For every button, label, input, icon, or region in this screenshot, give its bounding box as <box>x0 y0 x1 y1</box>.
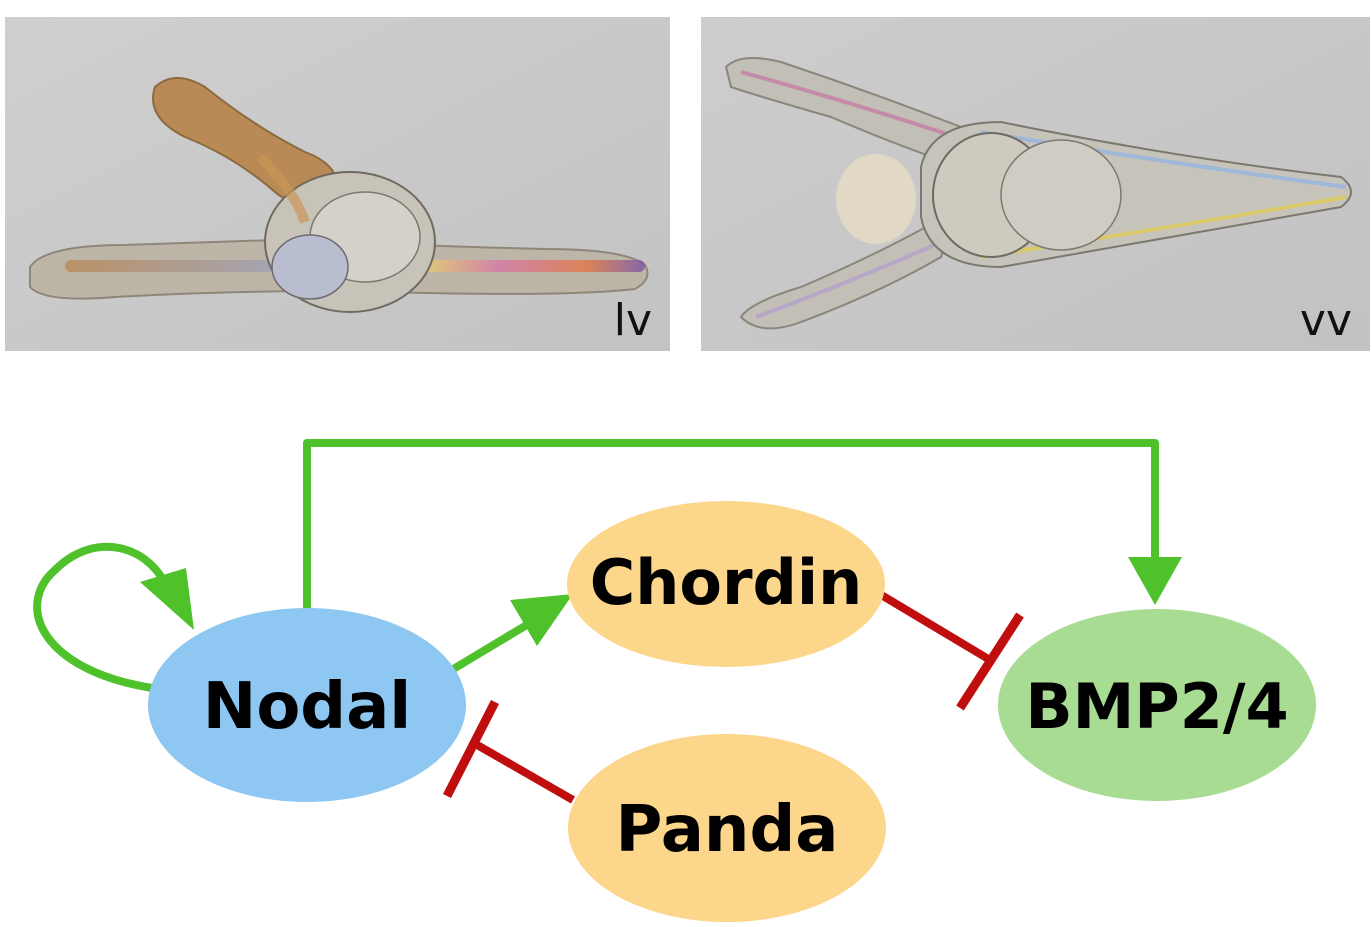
nodal-to-chordin-arrow <box>451 594 573 672</box>
chordin-label: Chordin <box>590 546 863 619</box>
bmp-label: BMP2/4 <box>1025 670 1288 743</box>
panda-node: Panda <box>568 734 886 922</box>
nodal-label: Nodal <box>203 670 411 744</box>
panda-inhibits-nodal <box>442 699 575 804</box>
chordin-inhibits-bmp <box>875 589 1024 711</box>
panda-label: Panda <box>616 793 839 867</box>
lateral-view-micrograph: lv <box>5 17 670 351</box>
nodal-to-bmp-arrow <box>303 439 1182 612</box>
larva-ventral-illustration <box>701 17 1370 351</box>
lateral-view-label: lv <box>613 295 652 346</box>
nodal-node: Nodal <box>148 608 466 802</box>
nodal-autoactivation-arrow <box>33 542 194 692</box>
bmp-node: BMP2/4 <box>998 609 1316 801</box>
larva-lateral-illustration <box>5 17 670 351</box>
ventral-view-micrograph: vv <box>701 17 1370 351</box>
ventral-view-label: vv <box>1299 295 1352 346</box>
chordin-node: Chordin <box>567 501 885 667</box>
